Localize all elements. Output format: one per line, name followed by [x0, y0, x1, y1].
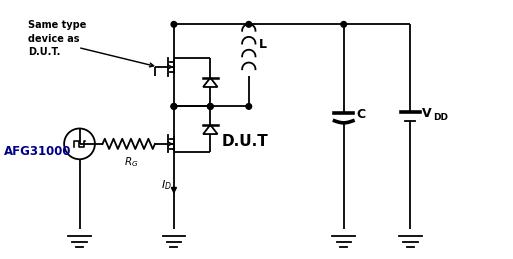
Text: D.U.T: D.U.T: [222, 134, 268, 149]
Text: C: C: [357, 107, 366, 121]
Circle shape: [171, 21, 176, 27]
Text: Same type
device as
D.U.T.: Same type device as D.U.T.: [28, 20, 87, 57]
Circle shape: [246, 21, 251, 27]
Text: $R_G$: $R_G$: [124, 155, 139, 169]
Text: V: V: [422, 107, 431, 120]
Circle shape: [246, 104, 251, 109]
Text: AFG31000: AFG31000: [4, 145, 72, 158]
Text: $I_D$: $I_D$: [161, 178, 172, 192]
Circle shape: [207, 104, 213, 109]
Circle shape: [207, 104, 213, 109]
Circle shape: [341, 21, 347, 27]
Text: DD: DD: [433, 113, 448, 122]
Text: L: L: [259, 38, 267, 51]
Circle shape: [171, 104, 176, 109]
Circle shape: [171, 104, 176, 109]
